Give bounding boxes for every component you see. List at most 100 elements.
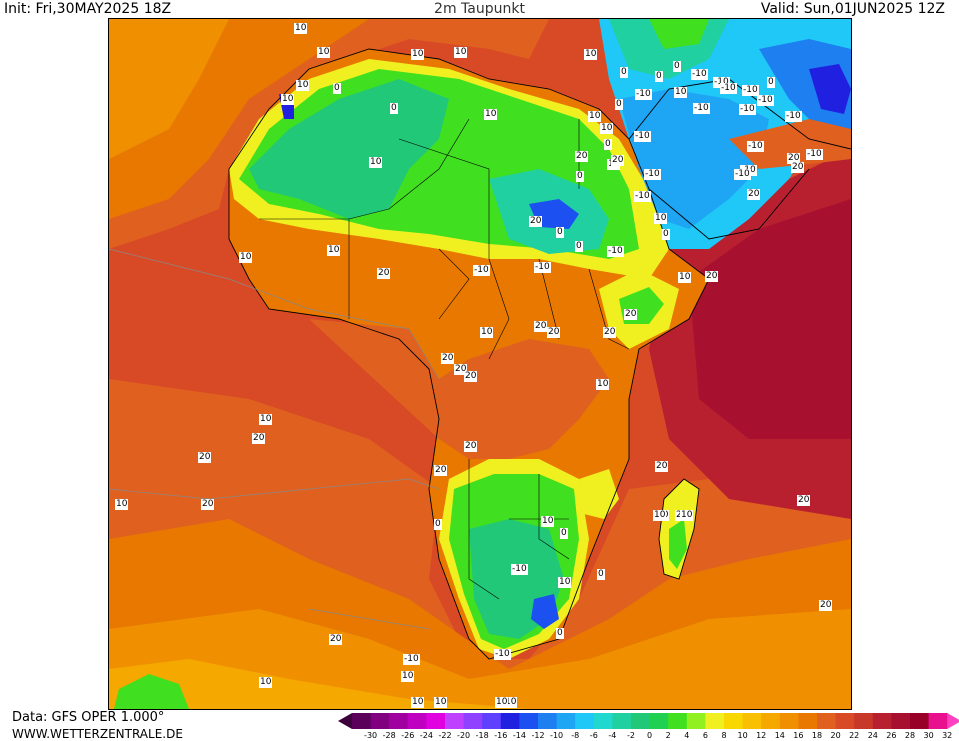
map-title: 2m Taupunkt	[434, 1, 525, 17]
contour-label: 20	[377, 268, 391, 279]
colorbar-tick-label: -18	[475, 731, 489, 740]
dewpoint-map: 10 10 10 10 10 0 10 10 0 10 0 10 0 0 -10 -10 -10 0 -10 -10-…	[108, 18, 852, 710]
contour-label: 10	[411, 697, 425, 708]
valid-time: Valid: Sun,01JUN2025 12Z	[760, 1, 945, 17]
contour-label: -10	[734, 169, 751, 180]
contour-label: -10	[713, 77, 730, 88]
colorbar-tick-label: -30	[364, 731, 378, 740]
contour-label: 20	[603, 327, 617, 338]
contour-label: -10	[757, 95, 774, 106]
contour-label: -10	[634, 191, 651, 202]
contour-label: 10	[259, 414, 273, 425]
contour-label: -10	[635, 89, 652, 100]
colorbar-arrow-low	[338, 713, 352, 729]
africa-coastline	[228, 48, 710, 660]
contour-label: 20	[454, 364, 468, 375]
data-source: Data: GFS OPER 1.000°	[12, 710, 165, 725]
colorbar-tick-label: -2	[627, 731, 635, 740]
contour-label: 10	[115, 499, 129, 510]
contour-label: 10	[484, 109, 498, 120]
colorbar-swatch	[761, 713, 781, 729]
contour-label: 10	[674, 87, 688, 98]
contour-label: 10	[281, 94, 295, 105]
colorbar-swatch	[407, 713, 427, 729]
contour-label: -10	[785, 111, 802, 122]
contour-label: 10	[259, 677, 273, 688]
contour-label: 20	[252, 433, 266, 444]
colorbar-tick-label: -24	[419, 731, 433, 740]
colorbar-tick-label: -4	[608, 731, 617, 740]
mozambique-yellow	[579, 469, 619, 519]
contour-label: 10	[588, 111, 602, 122]
contour-label: 10	[558, 577, 572, 588]
colorbar-tick-label: -14	[512, 731, 526, 740]
contour-label: 10	[294, 23, 308, 34]
colorbar-tick-label: -10	[550, 731, 564, 740]
colorbar-tick-label: 4	[684, 731, 690, 740]
indian-ocean-darker	[689, 199, 851, 439]
turkey-green	[649, 19, 709, 49]
contour-label: 20	[441, 353, 455, 364]
colorbar-tick-label: -8	[571, 731, 580, 740]
contour-label: 0	[673, 61, 681, 72]
colorbar-tick-label: -16	[494, 731, 508, 740]
contour-label: -10	[473, 265, 490, 276]
colorbar-tick-label: 20	[830, 731, 841, 740]
colorbar-tick-label: 6	[702, 731, 708, 740]
contour-label: 0	[767, 77, 775, 88]
colorbar-swatch	[742, 713, 762, 729]
colorbar-swatch	[463, 713, 483, 729]
colorbar-swatch	[724, 713, 743, 729]
lesotho-blue	[531, 594, 559, 629]
website-link[interactable]: WWW.WETTERZENTRALE.DE	[12, 727, 183, 741]
contour-label: 0	[615, 99, 623, 110]
contour-label: 20	[819, 600, 833, 611]
colorbar-swatch	[910, 713, 929, 729]
contour-label: -10	[607, 246, 624, 257]
colorbar-swatch	[575, 713, 595, 729]
colorbar-arrow-high	[947, 713, 959, 729]
contour-label: 0	[434, 519, 442, 530]
colorbar-swatch	[928, 713, 948, 729]
contour-label: 10	[401, 671, 415, 682]
iran-deep-blue	[809, 64, 851, 114]
colorbar-swatch	[705, 713, 725, 729]
contour-label: 10	[600, 123, 614, 134]
madagascar-coastline	[658, 478, 700, 580]
colorbar-swatch	[500, 713, 520, 729]
contour-label: 20	[534, 321, 548, 332]
colorbar-swatch	[556, 713, 576, 729]
south-green	[114, 674, 189, 709]
contour-label: -10	[742, 85, 759, 96]
colorbar-swatch	[538, 713, 557, 729]
contour-label: 10	[654, 213, 668, 224]
colorbar-swatch	[779, 713, 799, 729]
contour-label: 0	[604, 139, 612, 150]
colorbar-tick-label: 2	[665, 731, 671, 740]
contour-label: 10	[541, 516, 555, 527]
colorbar-swatch	[686, 713, 706, 729]
central-africa-warm	[309, 319, 609, 459]
contour-label: 20	[464, 371, 478, 382]
contour-label: 10	[239, 252, 253, 263]
contour-label: 20	[547, 327, 561, 338]
madagascar-green	[669, 519, 687, 569]
colorbar-tick-label: 24	[867, 731, 878, 740]
colorbar-tick-label: -26	[401, 731, 415, 740]
contour-label: 20	[201, 499, 215, 510]
colorbar-tick-label: 26	[886, 731, 897, 740]
colorbar-ticks: -30 -28 -26 -24 -22 -20 -18 -16 -14 -12 -10 -8 -6 -4-…	[0, 731, 959, 741]
colorbar-swatch	[519, 713, 539, 729]
contour-label: 0	[390, 103, 398, 114]
colorbar-tick-label: -20	[457, 731, 471, 740]
colorbar-swatch	[817, 713, 836, 729]
contour-label: 20	[787, 153, 801, 164]
contour-label: 10	[678, 272, 692, 283]
contour-label: -10	[747, 141, 764, 152]
colorbar-swatch	[798, 713, 818, 729]
contour-label: 10	[653, 510, 667, 521]
contour-10	[308, 608, 430, 630]
contour-label: -10	[644, 169, 661, 180]
contour-label: 0	[620, 67, 628, 78]
contour-label: 20	[434, 465, 448, 476]
